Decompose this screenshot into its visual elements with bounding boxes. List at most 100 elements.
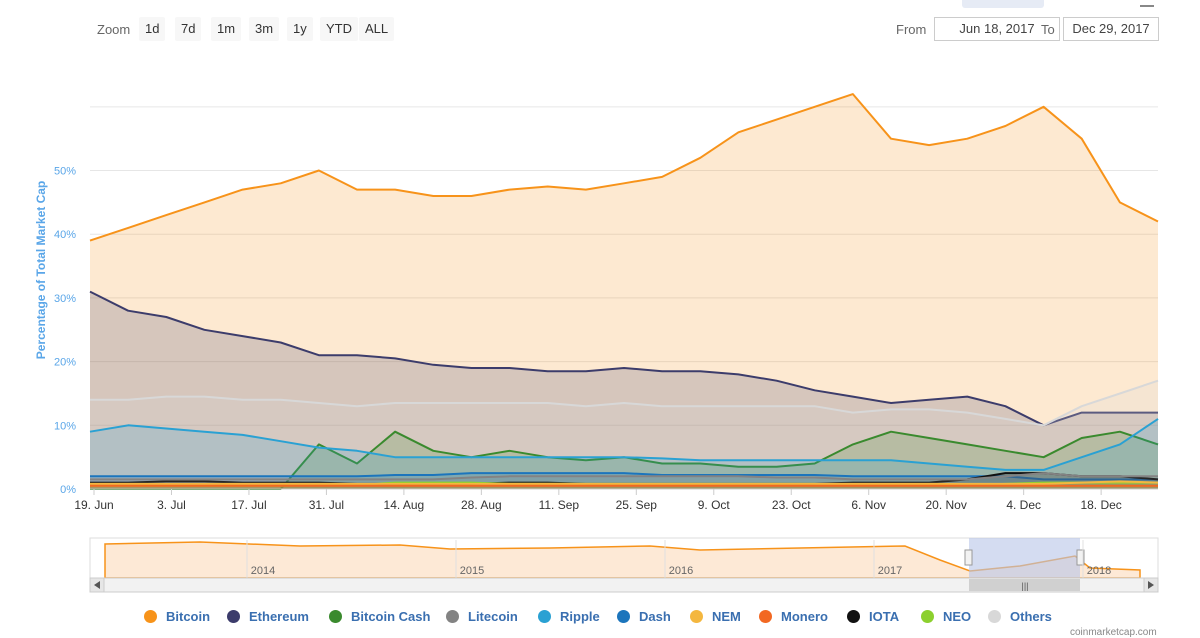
legend-label: Bitcoin	[166, 608, 211, 624]
from-label: From	[896, 22, 927, 37]
line-litecoin	[90, 472, 1158, 481]
navigator-selection[interactable]	[969, 538, 1080, 578]
area-ripple	[90, 418, 1158, 489]
top-tab	[962, 0, 1044, 8]
scrollbar-thumb[interactable]	[969, 579, 1080, 591]
legend-dot-icon	[921, 609, 934, 623]
area-ethereum	[90, 291, 1158, 489]
range-selector: Zoom 1d 7d 1m 3m 1y YTD ALL From Jun 18,…	[0, 14, 1200, 44]
to-date-input[interactable]: Dec 29, 2017	[1063, 17, 1159, 41]
legend-item-others[interactable]: Others	[988, 607, 1052, 625]
navigator-year-label: 2017	[878, 565, 902, 577]
legend-dot-icon	[446, 609, 459, 623]
legend-label: Ripple	[560, 608, 600, 624]
navigator-series	[104, 541, 1141, 579]
line-nem	[90, 480, 1159, 485]
legend-label: Bitcoin Cash	[351, 608, 431, 624]
y-tick-label: 10%	[54, 420, 76, 432]
legend-item-dash[interactable]: Dash	[617, 607, 671, 625]
legend-label: Monero	[781, 608, 828, 624]
navigator-year-label: 2014	[251, 565, 275, 577]
y-tick-label: 40%	[54, 229, 76, 241]
legend-dot-icon	[227, 609, 240, 623]
x-tick-label: 11. Sep	[539, 498, 580, 512]
zoom-1y-button[interactable]: 1y	[287, 17, 313, 41]
legend-item-ripple[interactable]: Ripple	[538, 607, 600, 625]
x-tick-label: 23. Oct	[772, 498, 811, 512]
legend-dot-icon	[690, 609, 703, 623]
navigator[interactable]: 2014 2015 2016 2017 2018 |||	[89, 537, 1159, 593]
credit: coinmarketcap.com	[1070, 627, 1157, 638]
legend-item-neo[interactable]: NEO	[921, 607, 971, 625]
x-tick-label: 31. Jul	[309, 498, 344, 512]
x-tick-label: 20. Nov	[926, 498, 967, 512]
x-tick-label: 14. Aug	[384, 498, 425, 512]
scrollbar-grip-icon: |||	[1021, 581, 1028, 591]
series-areas	[89, 93, 1159, 490]
x-tick-label: 9. Oct	[698, 498, 731, 512]
zoom-3m-button[interactable]: 3m	[249, 17, 280, 41]
navigator-right-handle[interactable]	[1076, 549, 1085, 566]
axes: 0% 10% 20% 30% 40% 50% 19. Jun 3. Jul 17. Jul 31.…	[54, 166, 1158, 512]
line-ripple	[89, 418, 1159, 471]
y-tick-label: 0%	[60, 484, 76, 496]
legend-dot-icon	[538, 609, 551, 623]
legend-item-monero[interactable]: Monero	[759, 607, 828, 625]
x-tick-label: 17. Jul	[231, 498, 266, 512]
zoom-1d-button[interactable]: 1d	[139, 17, 166, 41]
area-others	[90, 380, 1158, 489]
navigator-left-handle[interactable]	[964, 549, 973, 566]
legend-label: NEO	[943, 608, 972, 624]
legend-dot-icon	[759, 609, 772, 623]
y-tick-label: 30%	[54, 293, 76, 305]
legend-item-bitcoin[interactable]: Bitcoin	[144, 607, 210, 625]
legend-dot-icon	[847, 609, 860, 623]
y-tick-label: 50%	[54, 166, 76, 178]
legend: Bitcoin Ethereum Bitcoin Cash Litecoin Rippl…	[0, 604, 1200, 628]
zoom-7d-button[interactable]: 7d	[175, 17, 202, 41]
to-label: To	[1041, 22, 1055, 37]
legend-label: NEM	[712, 608, 741, 624]
arrow-left-icon	[94, 581, 100, 589]
x-tick-label: 4. Dec	[1006, 498, 1041, 512]
area-bitcoin-cash	[90, 431, 1158, 489]
legend-item-nem[interactable]: NEM	[690, 607, 741, 625]
legend-item-bitcoin-cash[interactable]: Bitcoin Cash	[329, 607, 430, 625]
arrow-right-icon	[1148, 581, 1154, 589]
legend-item-litecoin[interactable]: Litecoin	[446, 607, 518, 625]
navigator-year-labels: 2014 2015 2016 2017 2018	[246, 540, 1111, 578]
legend-dot-icon	[617, 609, 630, 623]
x-tick-label: 25. Sep	[616, 498, 658, 512]
legend-dot-icon	[329, 609, 342, 623]
market-cap-chart: 0% 10% 20% 30% 40% 50% 19. Jun 3. Jul 17. Jul 31.…	[34, 93, 1159, 593]
legend-dot-icon	[988, 609, 1001, 623]
legend-item-ethereum[interactable]: Ethereum	[227, 607, 309, 625]
zoom-label: Zoom	[97, 22, 131, 37]
legend-label: Dash	[639, 608, 671, 624]
y-tick-label: 20%	[54, 357, 76, 369]
navigator-year-label: 2018	[1087, 565, 1111, 577]
area-bitcoin	[90, 94, 1158, 489]
line-bitcoin	[89, 93, 1159, 242]
from-date-input[interactable]: Jun 18, 2017	[934, 17, 1060, 41]
navigator-year-label: 2015	[460, 565, 484, 577]
line-ethereum	[89, 290, 1158, 427]
zoom-all-button[interactable]: ALL	[359, 17, 395, 41]
menu-icon[interactable]	[1140, 0, 1154, 7]
legend-label: Others	[1010, 608, 1052, 624]
x-tick-label: 3. Jul	[157, 498, 186, 512]
x-tick-label: 28. Aug	[461, 498, 502, 512]
navigator-year-label: 2016	[669, 565, 693, 577]
legend-label: IOTA	[869, 608, 900, 624]
x-tick-label: 18. Dec	[1080, 498, 1121, 512]
legend-dot-icon	[144, 609, 157, 623]
x-tick-label: 6. Nov	[851, 498, 886, 512]
legend-label: Litecoin	[468, 608, 518, 624]
legend-label: Ethereum	[249, 608, 309, 624]
line-others	[90, 379, 1159, 427]
legend-item-iota[interactable]: IOTA	[847, 607, 899, 625]
zoom-1m-button[interactable]: 1m	[211, 17, 242, 41]
x-tick-label: 19. Jun	[74, 498, 113, 512]
y-axis-label: Percentage of Total Market Cap	[34, 181, 48, 360]
zoom-ytd-button[interactable]: YTD	[320, 17, 358, 41]
